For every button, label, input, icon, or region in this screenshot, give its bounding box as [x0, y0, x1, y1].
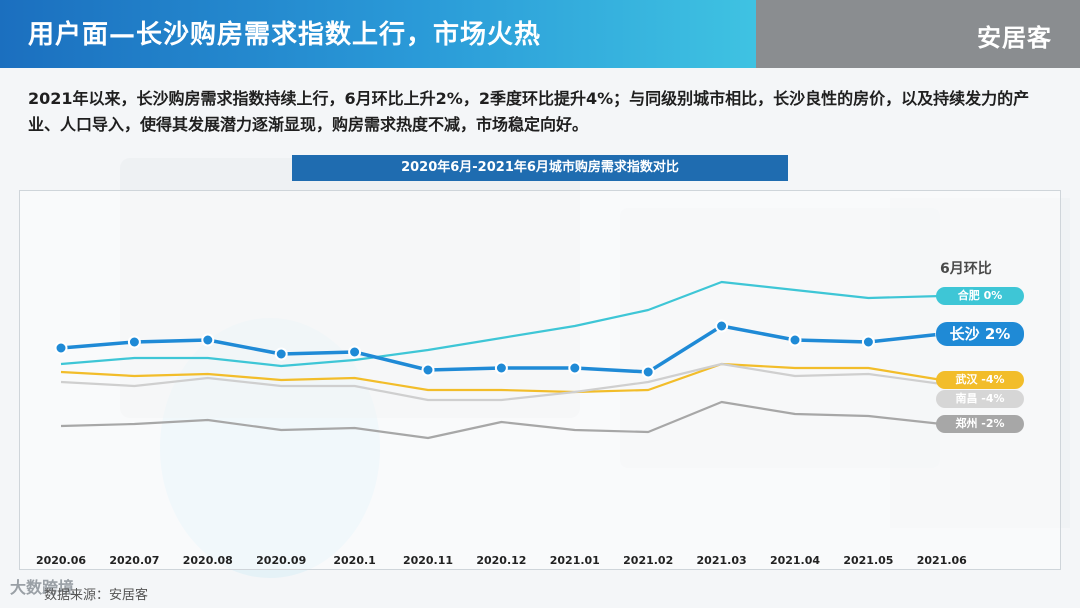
chart-title: 2020年6月-2021年6月城市购房需求指数对比: [292, 155, 788, 181]
legend-header: 6月环比: [940, 261, 992, 277]
watermark: 大数跨境: [10, 578, 75, 597]
series-line-合肥: [60, 280, 942, 368]
brand-bar: [756, 0, 1080, 68]
page-title: 用户面—长沙购房需求指数上行，市场火热: [28, 20, 542, 50]
data-point-长沙: [201, 333, 215, 347]
data-point-长沙: [641, 365, 655, 379]
series-line-南昌: [60, 362, 942, 402]
series-line-郑州: [60, 400, 942, 440]
legend-tag-郑州: 郑州 -2%: [936, 415, 1024, 433]
title-bar: [0, 0, 760, 68]
legend-tag-武汉: 武汉 -4%: [936, 371, 1024, 389]
data-point-长沙: [274, 347, 288, 361]
data-point-长沙: [568, 361, 582, 375]
series-line-武汉: [60, 362, 942, 394]
x-tick-label: 2020.12: [476, 554, 526, 567]
data-point-长沙: [54, 341, 68, 355]
x-tick-label: 2021.06: [917, 554, 967, 567]
x-tick-label: 2020.08: [183, 554, 233, 567]
data-point-长沙: [494, 361, 508, 375]
x-tick-label: 2021.04: [770, 554, 820, 567]
x-tick-label: 2021.03: [697, 554, 747, 567]
intro-text: 2021年以来，长沙购房需求指数持续上行，6月环比上升2%，2季度环比提升4%；…: [28, 89, 1030, 134]
x-tick-label: 2021.05: [843, 554, 893, 567]
data-point-长沙: [127, 335, 141, 349]
brand-logo: 安居客: [977, 24, 1052, 52]
data-point-长沙: [348, 345, 362, 359]
legend-tag-长沙: 长沙 2%: [936, 322, 1024, 346]
source-note: 数据来源：安居客: [44, 588, 149, 603]
x-tick-label: 2021.01: [550, 554, 600, 567]
x-tick-label: 2020.1: [333, 554, 375, 567]
data-point-长沙: [421, 363, 435, 377]
x-tick-label: 2020.06: [36, 554, 86, 567]
legend-tag-南昌: 南昌 -4%: [936, 390, 1024, 408]
x-tick-label: 2020.11: [403, 554, 453, 567]
x-tick-label: 2021.02: [623, 554, 673, 567]
x-tick-label: 2020.07: [109, 554, 159, 567]
legend-tag-合肥: 合肥 0%: [936, 287, 1024, 305]
data-point-长沙: [788, 333, 802, 347]
data-point-长沙: [861, 335, 875, 349]
data-point-长沙: [715, 319, 729, 333]
x-tick-label: 2020.09: [256, 554, 306, 567]
